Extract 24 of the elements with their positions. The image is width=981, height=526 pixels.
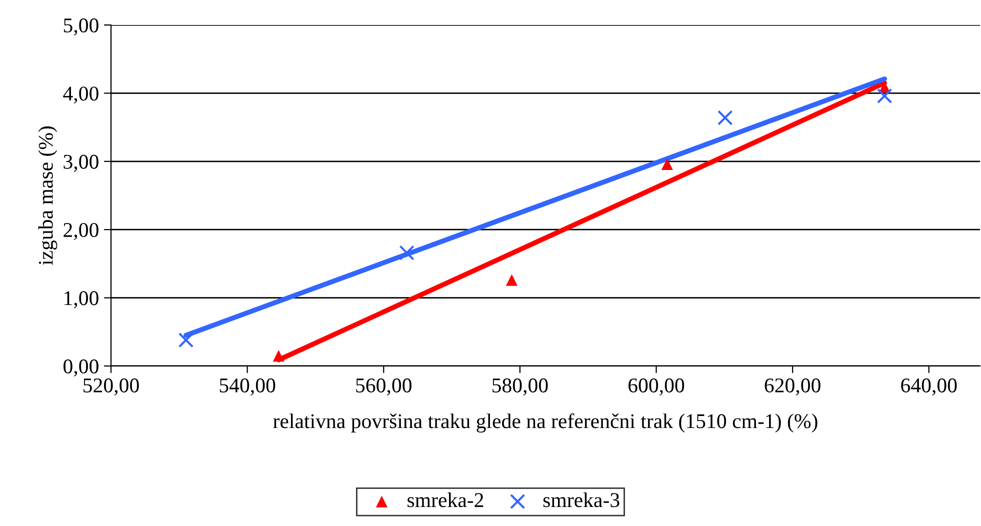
point	[717, 110, 733, 126]
legend-label: smreka-3	[543, 492, 620, 508]
x-tick-label: 520,00	[84, 378, 139, 396]
x-tick-label: 540,00	[220, 378, 276, 396]
y-tick-label: 1,00	[64, 291, 98, 308]
y-tick-label: 5,00	[64, 18, 98, 36]
x-tick-label: 640,00	[901, 378, 957, 396]
y-tick-label: 2,00	[64, 222, 98, 240]
point	[661, 158, 673, 170]
y-tick-label: 4,00	[63, 86, 98, 104]
y-tick-label: 3,00	[64, 154, 98, 172]
point	[178, 332, 194, 348]
point	[506, 274, 518, 286]
point	[876, 88, 892, 104]
x-tick-label: 600,00	[628, 378, 684, 396]
x-tick-label: 580,00	[492, 378, 548, 396]
point	[399, 245, 414, 260]
x-tick-label: 560,00	[356, 378, 412, 396]
x-axis-title: relativna površina traku glede na referenčni trak (1510 cm-1) (%)	[273, 413, 818, 433]
x-tick-label: 620,00	[764, 378, 820, 396]
point	[272, 350, 284, 362]
y-tick-label: 0,00	[64, 359, 98, 376]
legend-label: smreka-2	[408, 492, 484, 508]
y-axis-title: izguba mase (%)	[38, 126, 58, 266]
